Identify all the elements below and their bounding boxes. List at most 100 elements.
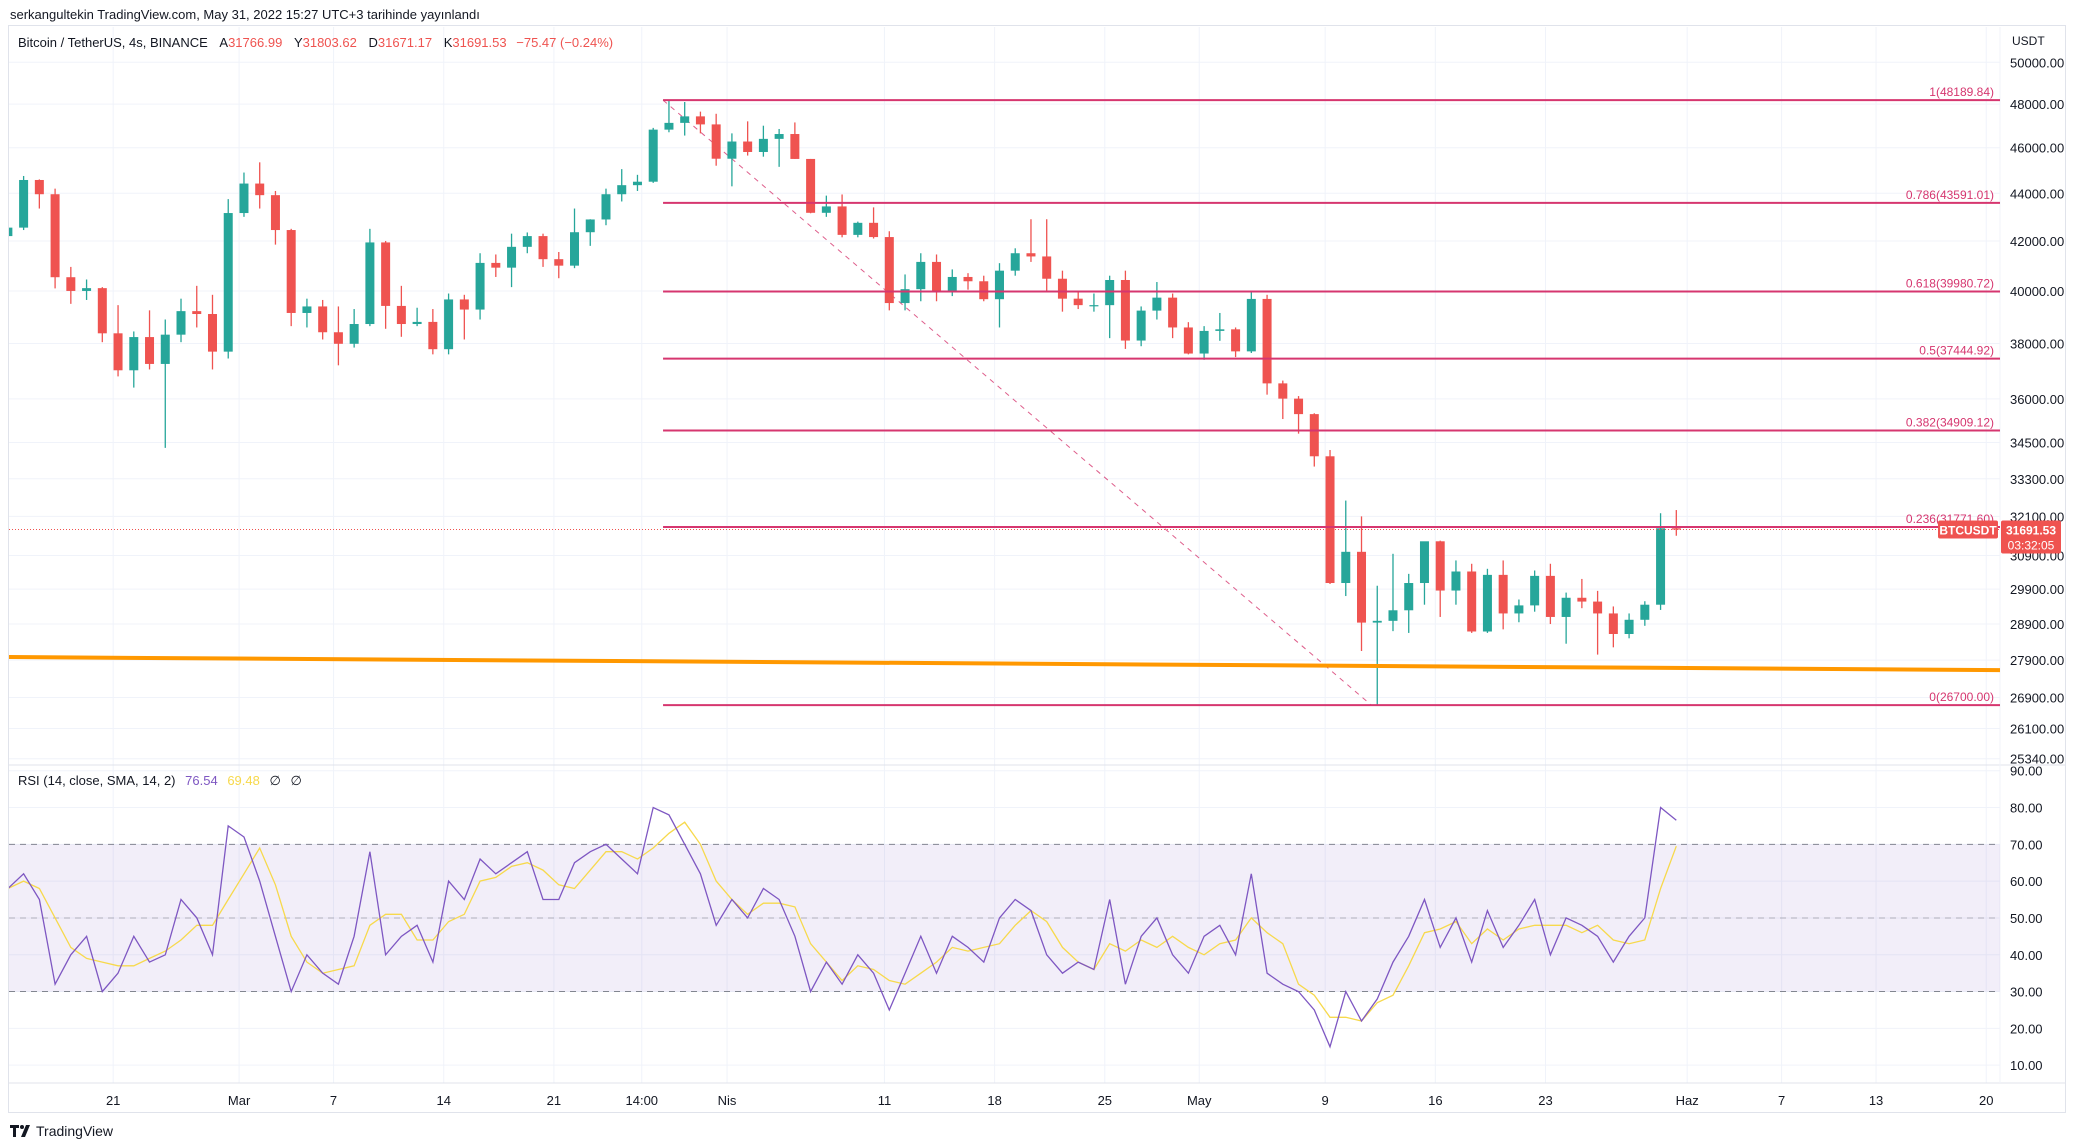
- candle-body: [648, 129, 658, 182]
- candle-body: [680, 116, 690, 123]
- countdown-label: 03:32:05: [2008, 539, 2055, 553]
- rsi-axis-label: 10.00: [2010, 1058, 2043, 1073]
- candle: [475, 253, 485, 320]
- candle: [994, 263, 1004, 328]
- candle-body: [1168, 297, 1178, 328]
- candle-body: [192, 311, 202, 315]
- time-axis-label: 9: [1322, 1093, 1329, 1108]
- candle: [1467, 563, 1477, 633]
- candle: [412, 307, 422, 327]
- candle: [1136, 306, 1146, 347]
- candle-body: [570, 232, 580, 266]
- candle-body: [695, 116, 705, 125]
- candle: [255, 162, 265, 209]
- rsi-axis-label: 40.00: [2010, 948, 2043, 963]
- candle-body: [1608, 613, 1618, 634]
- candle-body: [286, 230, 296, 313]
- close-key: K: [443, 35, 453, 50]
- candle-body: [1656, 528, 1666, 605]
- candle-body: [900, 289, 910, 304]
- chart-frame: [8, 25, 2066, 1113]
- candle-body: [585, 219, 595, 233]
- candle-body: [1105, 279, 1115, 306]
- candle: [884, 231, 894, 311]
- candle: [1010, 248, 1020, 276]
- candle-body: [837, 206, 847, 235]
- candle-body: [1561, 597, 1571, 617]
- candle-body: [302, 306, 312, 313]
- candle-body: [994, 270, 1004, 300]
- high-value: 31803.62: [302, 35, 357, 50]
- tradingview-logo[interactable]: TradingView: [10, 1123, 113, 1139]
- support-trendline: [9, 655, 2000, 673]
- candle-body: [207, 314, 217, 352]
- candle-body: [1451, 571, 1461, 591]
- candle-body: [853, 222, 863, 235]
- candle: [444, 293, 454, 355]
- candle: [1671, 510, 1681, 536]
- candle: [1246, 292, 1256, 353]
- candle: [82, 279, 92, 300]
- rsi-title[interactable]: RSI (14, close, SMA, 14, 2): [18, 773, 176, 788]
- candle: [1215, 312, 1225, 341]
- time-axis-label: 14:00: [626, 1093, 659, 1108]
- candle: [459, 294, 469, 340]
- time-axis-label: 14: [436, 1093, 450, 1108]
- time-axis-label: Mar: [228, 1093, 251, 1108]
- candle-body: [1357, 551, 1367, 623]
- logo-text: TradingView: [36, 1123, 114, 1139]
- candle: [1593, 590, 1603, 655]
- candle-body: [979, 281, 989, 300]
- candle: [207, 294, 217, 370]
- symbol-title[interactable]: Bitcoin / TetherUS, 4s, BINANCE: [18, 35, 208, 50]
- candle-body: [507, 246, 517, 268]
- candle: [34, 179, 44, 209]
- candle: [1372, 585, 1382, 706]
- candle-body: [1671, 528, 1681, 530]
- candle-body: [333, 332, 343, 344]
- candle: [522, 232, 532, 254]
- low-value: 31671.17: [377, 35, 433, 50]
- candle-body: [1294, 398, 1304, 415]
- candle-body: [223, 213, 233, 352]
- candle: [302, 298, 312, 328]
- candle-body: [869, 222, 879, 238]
- candle-body: [1341, 551, 1351, 584]
- candle-body: [97, 288, 107, 334]
- candle-body: [1183, 327, 1193, 354]
- time-axis-label: 11: [878, 1093, 892, 1108]
- candle-body: [1073, 298, 1083, 306]
- candle-body: [1372, 620, 1382, 623]
- candle: [333, 306, 343, 366]
- candle-body: [239, 183, 249, 214]
- candle-body: [176, 311, 186, 335]
- candle: [695, 111, 705, 134]
- price-axis-label: 44000.00: [2010, 186, 2064, 201]
- candle-body: [1262, 298, 1272, 384]
- price-axis-label: 27900.00: [2010, 653, 2064, 668]
- candle-body: [711, 124, 721, 159]
- candle-body: [160, 334, 170, 364]
- candle: [1388, 553, 1398, 632]
- price-axis-label: 26100.00: [2010, 721, 2064, 736]
- candle-body: [113, 333, 123, 371]
- candle-body: [255, 183, 265, 196]
- candle-body: [743, 141, 753, 152]
- candle-body: [1246, 298, 1256, 352]
- candle: [239, 172, 249, 217]
- candle-body: [1089, 305, 1099, 307]
- time-axis-label: 16: [1428, 1093, 1442, 1108]
- candle: [1624, 613, 1634, 639]
- candle-body: [19, 179, 29, 228]
- price-axis-label: 25340.00: [2010, 752, 2064, 767]
- candle: [1498, 560, 1508, 630]
- candle-body: [1435, 541, 1445, 591]
- candle-body: [34, 179, 44, 195]
- fib-level-label: 0(26700.00): [1929, 690, 1994, 704]
- candle-body: [66, 277, 76, 291]
- candle: [176, 298, 186, 343]
- candle: [97, 287, 107, 343]
- candle: [1120, 270, 1130, 349]
- candle-body: [1482, 574, 1492, 632]
